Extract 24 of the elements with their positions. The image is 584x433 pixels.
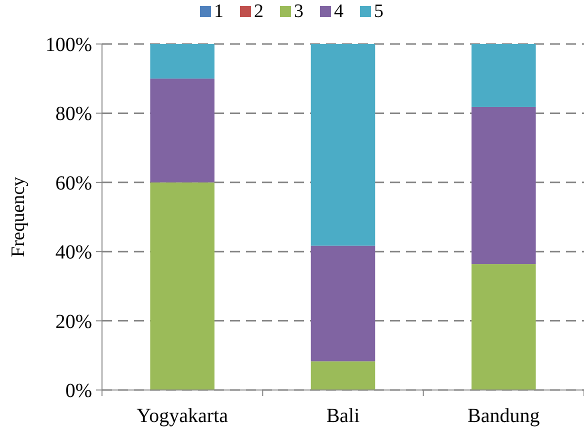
bar	[150, 78, 214, 182]
y-tick-label: 80%	[55, 103, 92, 126]
bar	[310, 44, 376, 246]
legend-label: 4	[334, 1, 344, 22]
x-tick-label: Yogyakarta	[136, 405, 228, 427]
legend-label: 3	[294, 1, 304, 22]
y-tick-label: 20%	[55, 310, 92, 333]
bar	[150, 182, 214, 390]
bar	[472, 106, 536, 264]
legend-label: 2	[254, 1, 264, 22]
bar	[310, 246, 376, 362]
bar	[472, 44, 536, 107]
bar	[310, 361, 376, 390]
legend-label: 1	[214, 1, 224, 22]
y-tick-label: 100%	[45, 34, 92, 56]
y-tick-label: 0%	[65, 380, 92, 402]
x-tick-label: Bali	[326, 405, 360, 427]
legend-label: 5	[374, 1, 384, 22]
y-axis-title: Frequency	[8, 176, 29, 258]
bar	[472, 264, 536, 390]
y-tick-label: 40%	[55, 242, 92, 264]
x-tick-label: Bandung	[468, 405, 540, 427]
bar	[150, 44, 214, 79]
y-tick-label: 60%	[55, 172, 92, 194]
